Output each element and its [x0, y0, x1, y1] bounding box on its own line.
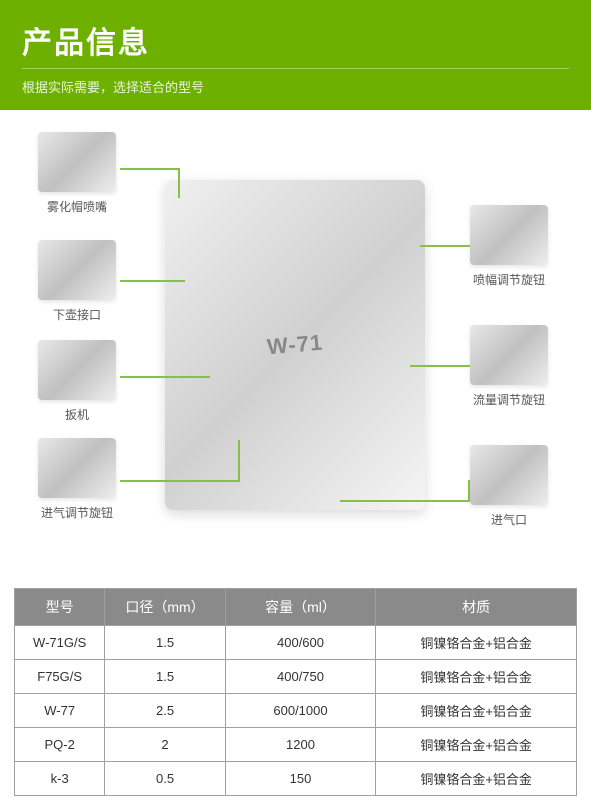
connector-line	[178, 168, 180, 198]
callout-label: 扳机	[38, 406, 116, 423]
col-header-diameter: 口径（mm）	[105, 589, 225, 626]
cell-model: W-77	[15, 694, 105, 728]
callout-image	[38, 438, 116, 498]
callout-cup-connector: 下壶接口	[38, 240, 116, 323]
cell-model: PQ-2	[15, 728, 105, 762]
page-title: 产品信息	[22, 18, 569, 62]
cell-material: 铜镍铬合金+铝合金	[376, 660, 577, 694]
spec-table: 型号 口径（mm） 容量（ml） 材质 W-71G/S 1.5 400/600 …	[14, 588, 577, 796]
cell-capacity: 150	[225, 762, 376, 796]
cell-model: F75G/S	[15, 660, 105, 694]
connector-line	[340, 500, 470, 502]
table-row: W-71G/S 1.5 400/600 铜镍铬合金+铝合金	[15, 626, 577, 660]
cell-diameter: 1.5	[105, 660, 225, 694]
cell-capacity: 600/1000	[225, 694, 376, 728]
table-row: PQ-2 2 1200 铜镍铬合金+铝合金	[15, 728, 577, 762]
connector-line	[238, 440, 240, 480]
product-diagram: W-71 雾化帽喷嘴 下壶接口 扳机 进气调节旋钮 喷幅调节旋钮 流量调节旋钮 …	[0, 110, 591, 580]
connector-line	[120, 480, 240, 482]
callout-air-adjust: 进气调节旋钮	[38, 438, 116, 521]
connector-line	[120, 280, 185, 282]
callout-label: 进气调节旋钮	[38, 504, 116, 521]
callout-image	[38, 340, 116, 400]
col-header-capacity: 容量（ml）	[225, 589, 376, 626]
callout-image	[470, 205, 548, 265]
cell-material: 铜镍铬合金+铝合金	[376, 762, 577, 796]
table-row: F75G/S 1.5 400/750 铜镍铬合金+铝合金	[15, 660, 577, 694]
connector-line	[420, 245, 470, 247]
callout-label: 进气口	[470, 511, 548, 528]
page-subtitle: 根据实际需要，选择适合的型号	[22, 77, 569, 96]
connector-line	[410, 365, 470, 367]
connector-line	[468, 480, 470, 502]
cell-capacity: 400/600	[225, 626, 376, 660]
cell-model: W-71G/S	[15, 626, 105, 660]
callout-label: 喷幅调节旋钮	[470, 271, 548, 288]
callout-label: 雾化帽喷嘴	[38, 198, 116, 215]
cell-capacity: 1200	[225, 728, 376, 762]
cell-diameter: 1.5	[105, 626, 225, 660]
cell-model: k-3	[15, 762, 105, 796]
table-header-row: 型号 口径（mm） 容量（ml） 材质	[15, 589, 577, 626]
cell-diameter: 0.5	[105, 762, 225, 796]
cell-material: 铜镍铬合金+铝合金	[376, 728, 577, 762]
table-row: k-3 0.5 150 铜镍铬合金+铝合金	[15, 762, 577, 796]
callout-label: 流量调节旋钮	[470, 391, 548, 408]
callout-image	[470, 325, 548, 385]
cell-diameter: 2	[105, 728, 225, 762]
table-row: W-77 2.5 600/1000 铜镍铬合金+铝合金	[15, 694, 577, 728]
header-divider	[22, 68, 569, 69]
cell-capacity: 400/750	[225, 660, 376, 694]
callout-image	[38, 132, 116, 192]
connector-line	[120, 168, 180, 170]
callout-nozzle: 雾化帽喷嘴	[38, 132, 116, 215]
callout-spray-width: 喷幅调节旋钮	[470, 205, 548, 288]
col-header-material: 材质	[376, 589, 577, 626]
callout-trigger: 扳机	[38, 340, 116, 423]
cell-material: 铜镍铬合金+铝合金	[376, 694, 577, 728]
cell-material: 铜镍铬合金+铝合金	[376, 626, 577, 660]
callout-image	[470, 445, 548, 505]
callout-flow-adjust: 流量调节旋钮	[470, 325, 548, 408]
col-header-model: 型号	[15, 589, 105, 626]
main-product-image: W-71	[165, 180, 425, 510]
product-model-label: W-71	[266, 330, 324, 361]
callout-image	[38, 240, 116, 300]
callout-label: 下壶接口	[38, 306, 116, 323]
callout-air-inlet: 进气口	[470, 445, 548, 528]
cell-diameter: 2.5	[105, 694, 225, 728]
connector-line	[120, 376, 210, 378]
header-banner: 产品信息 根据实际需要，选择适合的型号	[0, 0, 591, 110]
